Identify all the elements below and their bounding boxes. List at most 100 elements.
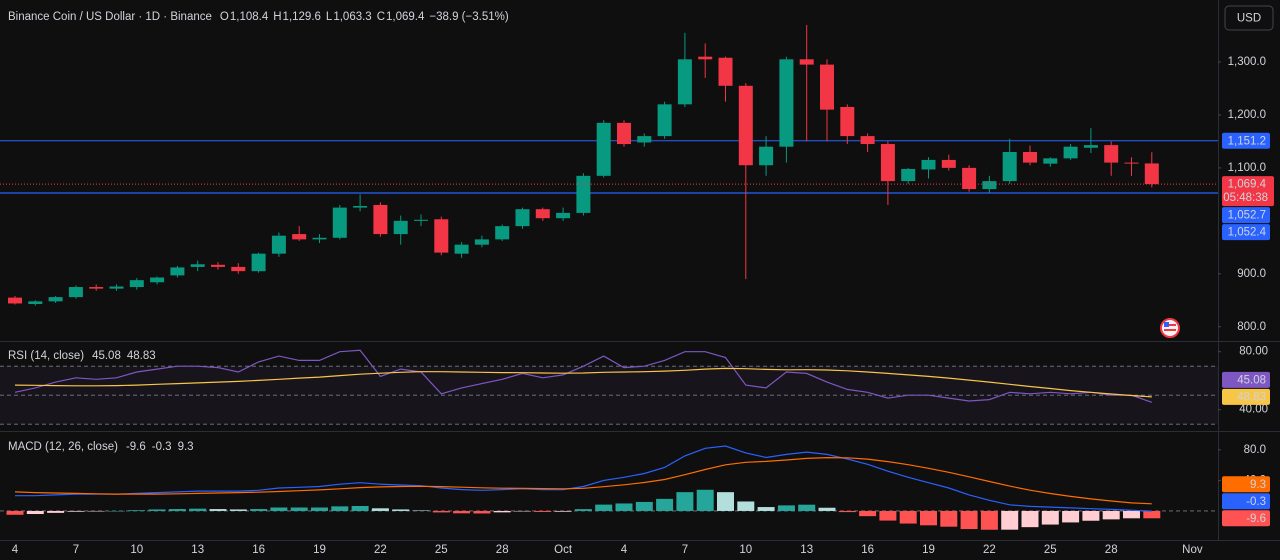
candle-body — [941, 159, 956, 168]
hline-label: 1,151.2 — [1228, 135, 1266, 147]
candle-body — [738, 85, 753, 166]
indicator-axis-label: -9.6 — [1246, 513, 1266, 525]
candle-body — [982, 181, 997, 190]
candle-body — [556, 212, 571, 219]
candle-body — [596, 122, 611, 176]
indicator-line — [14, 456, 1152, 505]
flag-icon[interactable] — [1160, 318, 1180, 338]
ohlc-value: 1,063.3 — [333, 11, 371, 23]
ohlc-letter: L — [326, 11, 333, 23]
histogram-bar — [717, 492, 734, 511]
hline-label-box — [1222, 132, 1270, 149]
candle-body — [332, 207, 347, 238]
x-tick-label: Nov — [1182, 544, 1203, 556]
histogram-bar — [6, 510, 24, 515]
candle-body — [860, 136, 875, 145]
candle-body — [820, 64, 834, 110]
candle-body — [48, 297, 63, 302]
hline-label-box — [1222, 224, 1270, 241]
flag-stripe — [1164, 324, 1176, 326]
ohlc-value: 1,129.6 — [283, 11, 321, 23]
histogram-bar — [331, 506, 349, 511]
histogram-bar — [1062, 510, 1080, 523]
histogram-bar — [87, 510, 105, 512]
ohlc-letter: O — [220, 11, 229, 23]
histogram-bar — [574, 509, 592, 511]
candle-body — [434, 219, 449, 253]
candle-body — [617, 122, 631, 145]
candle-body — [474, 239, 489, 245]
candle-body — [1083, 145, 1098, 148]
histogram-bar — [818, 507, 836, 511]
indicator-title: RSI (14, close) — [8, 350, 84, 362]
histogram-bar — [777, 505, 795, 511]
candle-body — [68, 287, 83, 298]
histogram-bar — [676, 492, 694, 511]
flag-canton — [1164, 322, 1169, 327]
histogram-bar — [1123, 510, 1140, 519]
candle-body — [840, 106, 855, 137]
indicator-value: 9.3 — [178, 441, 194, 453]
candle-body — [393, 220, 408, 235]
histogram-bar — [1143, 510, 1161, 519]
candle-body — [1002, 151, 1017, 182]
indicator-axis-label-box — [1222, 510, 1270, 527]
histogram-bar — [47, 510, 65, 513]
candle-body — [211, 264, 225, 267]
x-tick-label: 7 — [73, 544, 79, 556]
hline-label: 1,052.4 — [1228, 227, 1267, 239]
y-tick-label: 40.00 — [1239, 404, 1268, 416]
currency-label[interactable]: USD — [1237, 13, 1261, 25]
histogram-bar — [656, 498, 674, 511]
candle-body — [698, 56, 713, 60]
x-tick-label: 25 — [435, 544, 448, 556]
indicator-axis-label-box — [1222, 371, 1270, 388]
x-tick-label: 16 — [861, 544, 874, 556]
y-tick-label: 900.0 — [1237, 268, 1266, 280]
ohlc-letter: C — [377, 11, 385, 23]
histogram-bar — [168, 509, 186, 511]
x-tick-label: 10 — [739, 544, 752, 556]
candle-body — [535, 209, 550, 219]
candle-body — [1023, 151, 1037, 163]
candle-body — [109, 286, 124, 289]
candle-body — [28, 301, 43, 304]
histogram-bar — [838, 510, 856, 513]
histogram-bar — [534, 510, 552, 512]
indicator-axis-label: 48.83 — [1237, 391, 1266, 403]
histogram-bar — [493, 510, 511, 513]
candle-body — [637, 136, 652, 143]
histogram-bar — [940, 510, 958, 527]
histogram-bar — [209, 509, 227, 511]
countdown: 05:48:38 — [1223, 192, 1268, 204]
candle-body — [353, 206, 368, 208]
symbol: Binance Coin / US Dollar · 1D · Binance — [8, 11, 212, 23]
histogram-bar — [128, 510, 146, 511]
flag-circle — [1160, 318, 1180, 338]
indicator-title: MACD (12, 26, close) — [8, 441, 118, 453]
histogram-bar — [615, 503, 633, 511]
x-tick-label: 25 — [1044, 544, 1057, 556]
x-tick-label: 19 — [313, 544, 326, 556]
histogram-bar — [757, 507, 775, 511]
histogram-bar — [595, 504, 613, 511]
indicator-line — [14, 349, 1152, 403]
candle-body — [89, 287, 104, 289]
candle-body — [1063, 146, 1078, 159]
histogram-bar — [453, 510, 471, 514]
candle-body — [657, 104, 672, 137]
histogram-bar — [270, 507, 288, 511]
ohlc-letter: H — [273, 11, 281, 23]
candle-body — [231, 266, 246, 272]
hline-label-box — [1222, 207, 1270, 224]
y-tick-label: 80.0 — [1244, 444, 1266, 456]
candle-body — [190, 264, 205, 267]
x-tick-label: 16 — [252, 544, 265, 556]
currency-button[interactable]: USD — [1224, 5, 1274, 31]
last-price-label: 1,069.4 — [1228, 179, 1267, 191]
histogram-bar — [1041, 510, 1059, 525]
x-tick-label: 13 — [800, 544, 813, 556]
histogram-bar — [635, 501, 653, 511]
candle-body — [779, 59, 794, 147]
